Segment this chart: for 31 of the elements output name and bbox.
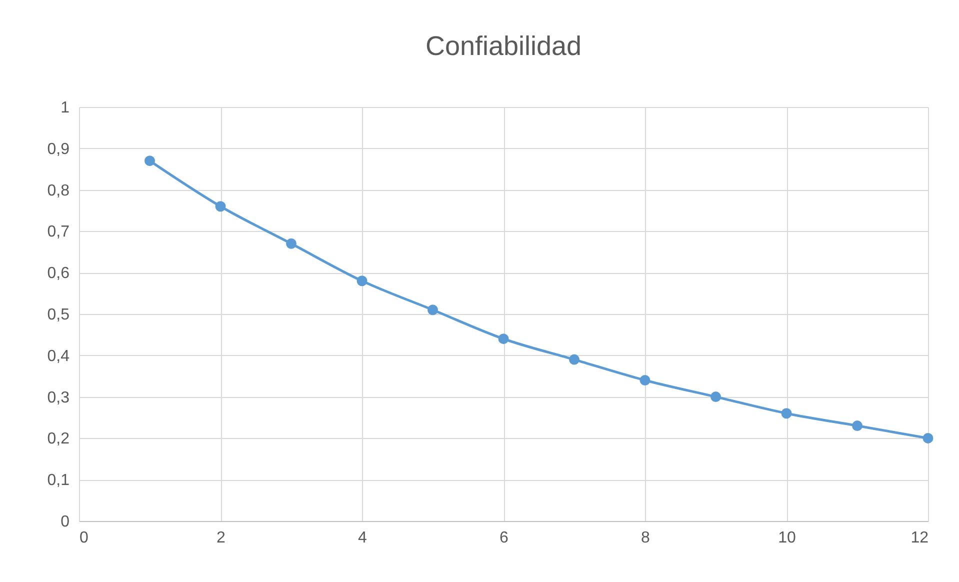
point	[852, 420, 862, 432]
y-tick-label: 0,6	[47, 265, 70, 282]
x-tick-label: 6	[500, 530, 509, 546]
y-tick-label: 0,8	[47, 182, 70, 200]
chart-title: Confiabilidad	[425, 31, 582, 61]
y-tick-label: 0,7	[47, 224, 70, 241]
point	[781, 408, 792, 419]
x-tick-label: 8	[641, 530, 650, 546]
point	[428, 304, 438, 316]
x-tick-label: 10	[778, 530, 796, 546]
y-tick-label: 0,2	[47, 430, 70, 448]
y-tick-label: 0	[60, 514, 70, 530]
point	[710, 392, 721, 402]
x-tick-label: 0	[80, 530, 88, 546]
point	[569, 354, 580, 365]
y-tick-label: 0,4	[47, 348, 70, 365]
x-tick-label: 2	[216, 530, 226, 546]
x-tick-label: 12	[910, 530, 929, 546]
y-tick-label: 1	[60, 100, 70, 116]
point	[498, 334, 509, 344]
y-tick-label: 0,9	[47, 140, 70, 158]
y-tick-label: 0,1	[47, 472, 70, 490]
point	[640, 375, 650, 386]
y-tick-label: 0,5	[47, 306, 70, 324]
point	[215, 201, 226, 212]
point	[144, 156, 155, 166]
point	[922, 432, 934, 444]
point	[356, 276, 368, 286]
y-tick-label: 0,3	[47, 389, 70, 406]
x-tick-label: 4	[358, 530, 368, 546]
point	[286, 238, 296, 249]
